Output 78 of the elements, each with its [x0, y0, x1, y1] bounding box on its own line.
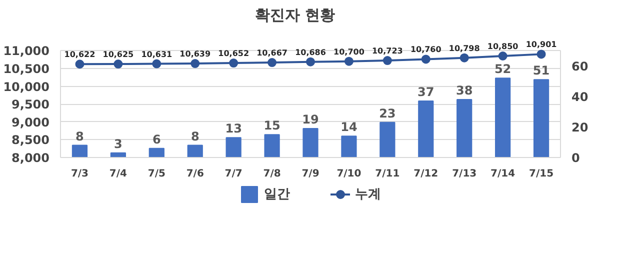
- data-label: 10,760: [410, 45, 442, 54]
- data-label: 23: [379, 106, 396, 120]
- bar: [264, 134, 280, 158]
- bar: [456, 99, 472, 158]
- bar: [533, 79, 550, 158]
- data-label: 10,622: [64, 50, 96, 60]
- x-tick-label: 7/15: [529, 168, 554, 180]
- data-label: 10,901: [526, 40, 558, 50]
- data-label: 10,625: [102, 50, 134, 60]
- legend-label: 누계: [355, 186, 381, 203]
- y-tick-label: 10,000: [3, 80, 50, 94]
- data-label: 51: [532, 64, 550, 78]
- x-tick-label: 7/4: [109, 168, 128, 180]
- data-label: 3: [114, 136, 122, 151]
- bar: [302, 128, 318, 158]
- point: [382, 56, 392, 66]
- point: [498, 52, 508, 60]
- x-tick-label: 7/7: [224, 168, 242, 180]
- point: [114, 60, 123, 69]
- bar: [495, 78, 511, 158]
- point: [229, 58, 238, 68]
- data-label: 10,798: [448, 44, 480, 53]
- data-label: 10,652: [218, 49, 250, 58]
- y2-tick-label: 20: [572, 120, 588, 134]
- data-label: 15: [264, 118, 280, 133]
- x-tick-label: 7/11: [375, 168, 400, 180]
- data-label: 6: [152, 132, 161, 146]
- x-tick-label: 7/13: [452, 168, 477, 180]
- y2-tick-label: 60: [572, 59, 588, 74]
- x-tick-label: 7/3: [70, 168, 89, 180]
- y2-tick-label: 0: [572, 151, 580, 165]
- data-label: 37: [418, 85, 434, 100]
- data-label: 10,686: [295, 48, 326, 57]
- point: [152, 59, 162, 68]
- x-tick-label: 7/9: [302, 168, 320, 180]
- data-label: 38: [456, 84, 473, 98]
- data-label: 10,639: [180, 50, 211, 59]
- bar: [187, 144, 203, 158]
- bar: [72, 144, 88, 158]
- data-label: 19: [302, 112, 319, 126]
- bar: [380, 122, 396, 158]
- data-label: 13: [225, 122, 242, 136]
- point: [460, 53, 469, 62]
- data-label: 10,700: [334, 47, 365, 56]
- x-tick-label: 7/10: [336, 168, 362, 180]
- bar: [226, 137, 242, 158]
- point: [190, 59, 200, 68]
- bar: [341, 136, 357, 158]
- y2-tick-label: 40: [572, 90, 588, 104]
- data-label: 10,667: [256, 48, 288, 58]
- y-tick-label: 9,000: [12, 115, 50, 130]
- data-label: 10,850: [487, 42, 519, 52]
- point: [306, 57, 315, 66]
- point: [344, 56, 354, 66]
- data-label: 14: [340, 120, 358, 134]
- point: [421, 54, 430, 64]
- x-tick-label: 7/5: [148, 168, 166, 180]
- y-tick-label: 8,000: [12, 151, 50, 165]
- data-label: 8: [190, 129, 200, 144]
- y-tick-label: 10,500: [3, 62, 50, 76]
- y-tick-label: 11,000: [3, 44, 50, 58]
- x-tick-label: 7/12: [414, 168, 438, 180]
- bar: [418, 100, 434, 158]
- data-label: 52: [494, 62, 512, 76]
- y-tick-label: 8,500: [12, 133, 50, 148]
- y-tick-label: 9,500: [12, 98, 50, 112]
- x-tick-label: 7/8: [263, 168, 281, 180]
- point: [75, 60, 84, 69]
- data-label: 10,723: [372, 46, 403, 56]
- point: [268, 58, 277, 68]
- chart-title: 확진자 현황: [254, 5, 336, 26]
- data-label: 8: [76, 129, 84, 144]
- bar: [148, 148, 164, 158]
- point: [536, 50, 546, 59]
- data-label: 10,631: [141, 50, 173, 59]
- x-tick-label: 7/14: [490, 168, 516, 180]
- legend-label: 일간: [264, 186, 290, 203]
- x-tick-label: 7/6: [186, 168, 204, 180]
